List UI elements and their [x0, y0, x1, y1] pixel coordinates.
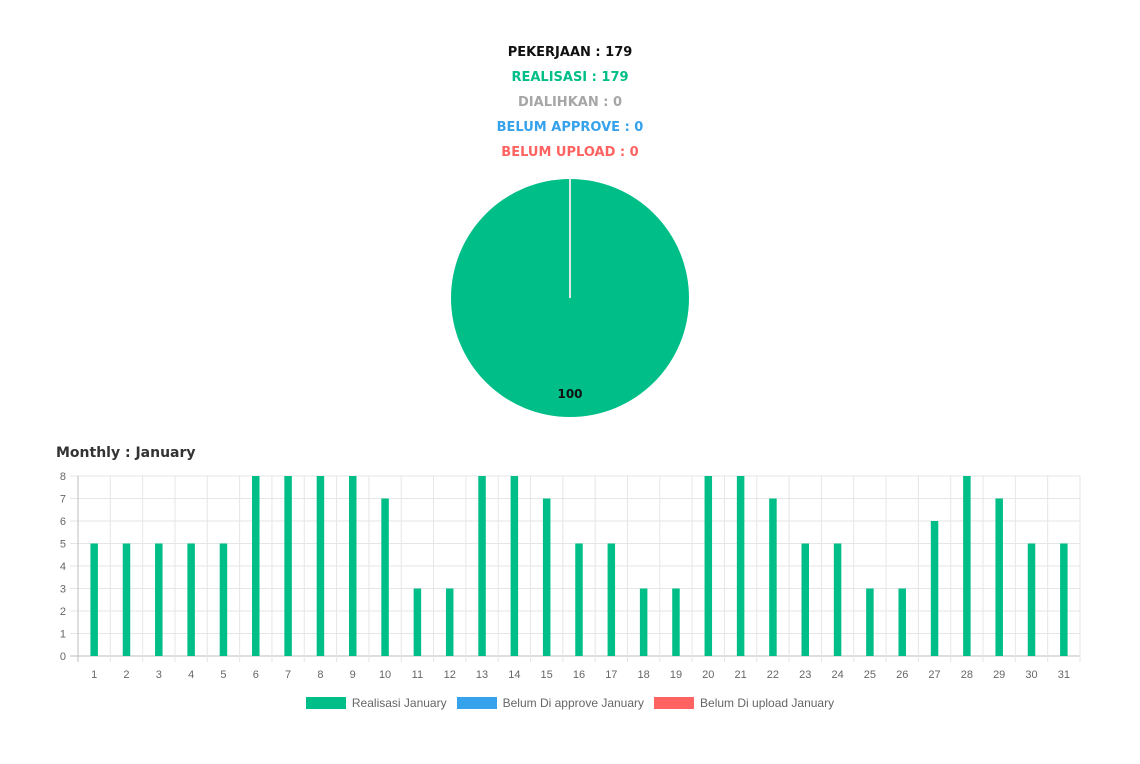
bar-realisasi-31[interactable] — [1060, 543, 1068, 657]
legend-label-realisasi: Realisasi January — [351, 696, 447, 710]
y-tick-label: 8 — [60, 471, 66, 483]
x-tick-label: 13 — [476, 669, 488, 681]
bar-realisasi-25[interactable] — [866, 588, 874, 657]
bar-realisasi-12[interactable] — [445, 588, 454, 657]
legend-item-realisasi[interactable]: Realisasi January — [305, 696, 447, 710]
x-tick-label: 16 — [573, 669, 585, 681]
x-tick-label: 11 — [412, 669, 423, 681]
x-tick-label: 22 — [767, 669, 779, 681]
x-tick-label: 31 — [1058, 669, 1070, 681]
bar-realisasi-2[interactable] — [122, 543, 131, 657]
x-tick-label: 19 — [670, 669, 682, 681]
x-tick-label: 14 — [508, 669, 520, 681]
x-tick-label: 3 — [156, 669, 162, 681]
x-tick-label: 30 — [1025, 669, 1037, 681]
legend-swatch-realisasi — [305, 697, 346, 709]
x-tick-label: 15 — [541, 669, 553, 681]
bar-realisasi-21[interactable] — [736, 476, 745, 656]
bar-realisasi-1[interactable] — [90, 543, 98, 657]
bar-realisasi-30[interactable] — [1027, 543, 1036, 657]
monthly-title: Monthly : January — [56, 445, 196, 461]
bar-realisasi-16[interactable] — [575, 543, 583, 657]
bar-realisasi-13[interactable] — [478, 476, 486, 656]
y-tick-label: 3 — [60, 584, 66, 596]
bar-realisasi-28[interactable] — [963, 476, 971, 656]
legend-label-belum-upload: Belum Di upload January — [700, 696, 835, 710]
bar-realisasi-6[interactable] — [252, 476, 260, 656]
y-tick-label: 2 — [60, 606, 66, 618]
x-tick-label: 7 — [285, 669, 291, 681]
x-tick-label: 27 — [928, 669, 940, 681]
x-tick-label: 21 — [734, 669, 746, 681]
pie-chart[interactable]: 100 — [440, 170, 700, 430]
summary-dialihkan: DIALIHKAN : 0 — [518, 95, 622, 110]
x-tick-label: 8 — [317, 669, 323, 681]
x-tick-label: 6 — [253, 669, 259, 681]
y-tick-label: 5 — [60, 539, 66, 551]
bar-realisasi-4[interactable] — [187, 543, 195, 657]
bar-realisasi-17[interactable] — [607, 543, 616, 657]
x-tick-label: 1 — [91, 669, 97, 681]
x-tick-label: 17 — [605, 669, 617, 681]
x-tick-label: 24 — [831, 669, 843, 681]
bar-realisasi-29[interactable] — [995, 498, 1003, 657]
x-tick-label: 5 — [220, 669, 226, 681]
y-tick-label: 4 — [60, 561, 66, 573]
bar-realisasi-24[interactable] — [833, 543, 842, 657]
bar-realisasi-8[interactable] — [316, 476, 325, 656]
bar-realisasi-11[interactable] — [413, 588, 422, 657]
bar-realisasi-9[interactable] — [348, 476, 357, 656]
bar-realisasi-10[interactable] — [381, 498, 389, 657]
summary-belum-upload: BELUM UPLOAD : 0 — [501, 145, 639, 160]
bar-realisasi-15[interactable] — [542, 498, 551, 657]
legend-label-belum-approve: Belum Di approve January — [502, 696, 645, 710]
x-tick-label: 28 — [961, 669, 973, 681]
legend-swatch-belum-approve — [456, 697, 497, 709]
bar-realisasi-23[interactable] — [801, 543, 810, 657]
bar-realisasi-22[interactable] — [769, 498, 777, 657]
bar-realisasi-26[interactable] — [898, 588, 906, 657]
y-tick-label: 0 — [60, 651, 66, 663]
bar-realisasi-18[interactable] — [639, 588, 648, 657]
x-tick-label: 20 — [702, 669, 714, 681]
y-tick-label: 6 — [60, 516, 66, 528]
bar-realisasi-7[interactable] — [284, 476, 292, 656]
bar-realisasi-14[interactable] — [510, 476, 519, 656]
bar-realisasi-19[interactable] — [672, 588, 680, 657]
legend-item-belum-upload[interactable]: Belum Di upload January — [654, 696, 834, 710]
chart-legend: Realisasi January Belum Di approve Janua… — [0, 696, 1140, 710]
bar-realisasi-20[interactable] — [704, 476, 713, 656]
legend-swatch-belum-upload — [654, 697, 695, 709]
legend-item-belum-approve[interactable]: Belum Di approve January — [456, 696, 645, 710]
x-tick-label: 12 — [444, 669, 456, 681]
y-tick-label: 1 — [60, 629, 66, 641]
summary-pekerjaan: PEKERJAAN : 179 — [507, 45, 633, 60]
x-tick-label: 10 — [379, 669, 391, 681]
bar-realisasi-3[interactable] — [155, 543, 163, 657]
y-tick-label: 7 — [60, 494, 66, 506]
x-tick-label: 25 — [864, 669, 876, 681]
pie-data-label: 100 — [557, 387, 582, 401]
x-tick-label: 23 — [799, 669, 811, 681]
x-tick-label: 29 — [993, 669, 1005, 681]
x-tick-label: 9 — [350, 669, 356, 681]
summary-belum-approve: BELUM APPROVE : 0 — [496, 120, 644, 135]
bar-realisasi-27[interactable] — [930, 521, 939, 656]
x-tick-label: 4 — [188, 669, 194, 681]
x-tick-label: 2 — [123, 669, 129, 681]
x-tick-label: 26 — [896, 669, 908, 681]
bar-realisasi-5[interactable] — [219, 543, 228, 657]
x-tick-label: 18 — [638, 669, 650, 681]
summary-realisasi: REALISASI : 179 — [511, 70, 629, 85]
